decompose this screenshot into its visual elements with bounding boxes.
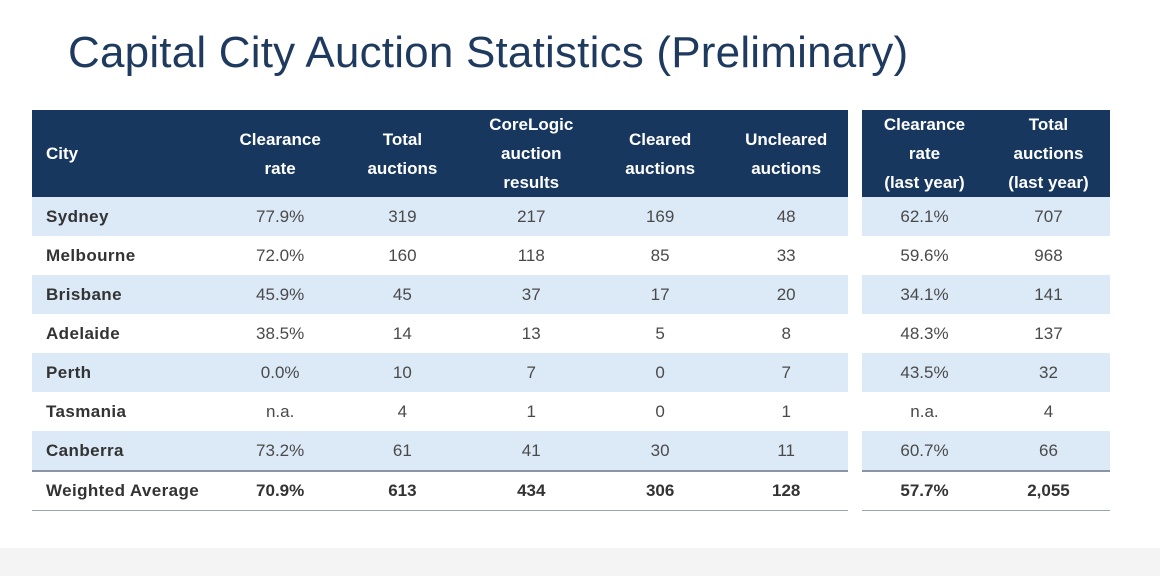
total-auctions: 10: [338, 353, 467, 392]
table-row: Canberra 73.2% 61 41 30 11: [32, 431, 848, 471]
corelogic-results: 1: [466, 392, 596, 431]
page-title: Capital City Auction Statistics (Prelimi…: [68, 28, 909, 77]
table-row: 48.3% 137: [862, 314, 1110, 353]
cleared-auctions: 0: [595, 392, 725, 431]
total-auctions-last-year: 4: [986, 392, 1110, 431]
table-row: 59.6% 968: [862, 236, 1110, 275]
cleared-auctions: 30: [595, 431, 725, 471]
city-name: Adelaide: [32, 314, 223, 353]
city-name: Melbourne: [32, 236, 223, 275]
clearance-rate-last-year: 48.3%: [862, 314, 987, 353]
uncleared-auctions: 33: [724, 236, 848, 275]
total-auctions: 319: [338, 197, 467, 236]
header-cleared-auctions: Cleared auctions: [595, 110, 725, 197]
table-row: Brisbane 45.9% 45 37 17 20: [32, 275, 848, 314]
corelogic-results: 37: [466, 275, 596, 314]
header-total-auctions-last-year: Total auctions (last year): [986, 110, 1110, 197]
clearance-rate-last-year: 57.7%: [862, 470, 987, 511]
clearance-rate: 77.9%: [222, 197, 339, 236]
city-name: Canberra: [32, 431, 223, 471]
cleared-auctions: 169: [595, 197, 725, 236]
clearance-rate: 0.0%: [222, 353, 339, 392]
clearance-rate-last-year: 43.5%: [862, 353, 987, 392]
corelogic-results: 434: [466, 470, 596, 511]
cleared-auctions: 5: [595, 314, 725, 353]
header-clearance-rate-last-year: Clearance rate (last year): [862, 110, 987, 197]
table-row: n.a. 4: [862, 392, 1110, 431]
uncleared-auctions: 11: [724, 431, 848, 471]
weighted-average-row: Weighted Average 70.9% 613 434 306 128: [32, 470, 848, 511]
total-auctions-last-year: 707: [986, 197, 1110, 236]
cleared-auctions: 306: [595, 470, 725, 511]
cleared-auctions: 0: [595, 353, 725, 392]
corelogic-results: 7: [466, 353, 596, 392]
header-total-auctions: Total auctions: [338, 110, 467, 197]
auction-stats-table: City Clearance rate Total auctions CoreL…: [32, 110, 848, 511]
uncleared-auctions: 7: [724, 353, 848, 392]
clearance-rate: 38.5%: [222, 314, 339, 353]
clearance-rate: 73.2%: [222, 431, 339, 471]
cleared-auctions: 17: [595, 275, 725, 314]
uncleared-auctions: 8: [724, 314, 848, 353]
total-auctions: 45: [338, 275, 467, 314]
total-auctions: 613: [338, 470, 467, 511]
uncleared-auctions: 1: [724, 392, 848, 431]
total-auctions-last-year: 968: [986, 236, 1110, 275]
city-name: Perth: [32, 353, 223, 392]
total-auctions: 61: [338, 431, 467, 471]
table-header-row: Clearance rate (last year) Total auction…: [862, 110, 1110, 197]
corelogic-results: 217: [466, 197, 596, 236]
total-auctions: 4: [338, 392, 467, 431]
header-corelogic-results: CoreLogic auction results: [466, 110, 596, 197]
total-auctions-last-year: 141: [986, 275, 1110, 314]
clearance-rate-last-year: 62.1%: [862, 197, 987, 236]
clearance-rate-last-year: 34.1%: [862, 275, 987, 314]
clearance-rate: 70.9%: [222, 470, 339, 511]
table-row: 60.7% 66: [862, 431, 1110, 471]
uncleared-auctions: 20: [724, 275, 848, 314]
city-name: Sydney: [32, 197, 223, 236]
total-auctions: 14: [338, 314, 467, 353]
total-auctions-last-year: 66: [986, 431, 1110, 471]
table-header-row: City Clearance rate Total auctions CoreL…: [32, 110, 848, 197]
weighted-average-row: 57.7% 2,055: [862, 470, 1110, 511]
last-year-table: Clearance rate (last year) Total auction…: [862, 110, 1110, 511]
total-auctions-last-year: 137: [986, 314, 1110, 353]
uncleared-auctions: 128: [724, 470, 848, 511]
table-row: Adelaide 38.5% 14 13 5 8: [32, 314, 848, 353]
table-row: 43.5% 32: [862, 353, 1110, 392]
corelogic-results: 41: [466, 431, 596, 471]
city-name: Brisbane: [32, 275, 223, 314]
table-row: Sydney 77.9% 319 217 169 48: [32, 197, 848, 236]
table-row: Perth 0.0% 10 7 0 7: [32, 353, 848, 392]
table-row: 62.1% 707: [862, 197, 1110, 236]
total-auctions-last-year: 2,055: [986, 470, 1110, 511]
corelogic-results: 13: [466, 314, 596, 353]
clearance-rate: 72.0%: [222, 236, 339, 275]
clearance-rate-last-year: 59.6%: [862, 236, 987, 275]
clearance-rate: 45.9%: [222, 275, 339, 314]
footer-bar: [0, 548, 1160, 576]
table-row: Tasmania n.a. 4 1 0 1: [32, 392, 848, 431]
uncleared-auctions: 48: [724, 197, 848, 236]
corelogic-results: 118: [466, 236, 596, 275]
table-row: 34.1% 141: [862, 275, 1110, 314]
header-uncleared-auctions: Uncleared auctions: [724, 110, 848, 197]
total-auctions: 160: [338, 236, 467, 275]
header-clearance-rate: Clearance rate: [222, 110, 339, 197]
clearance-rate: n.a.: [222, 392, 339, 431]
cleared-auctions: 85: [595, 236, 725, 275]
table-row: Melbourne 72.0% 160 118 85 33: [32, 236, 848, 275]
total-auctions-last-year: 32: [986, 353, 1110, 392]
clearance-rate-last-year: 60.7%: [862, 431, 987, 471]
city-name: Weighted Average: [32, 470, 223, 511]
header-city: City: [32, 110, 223, 197]
clearance-rate-last-year: n.a.: [862, 392, 987, 431]
city-name: Tasmania: [32, 392, 223, 431]
